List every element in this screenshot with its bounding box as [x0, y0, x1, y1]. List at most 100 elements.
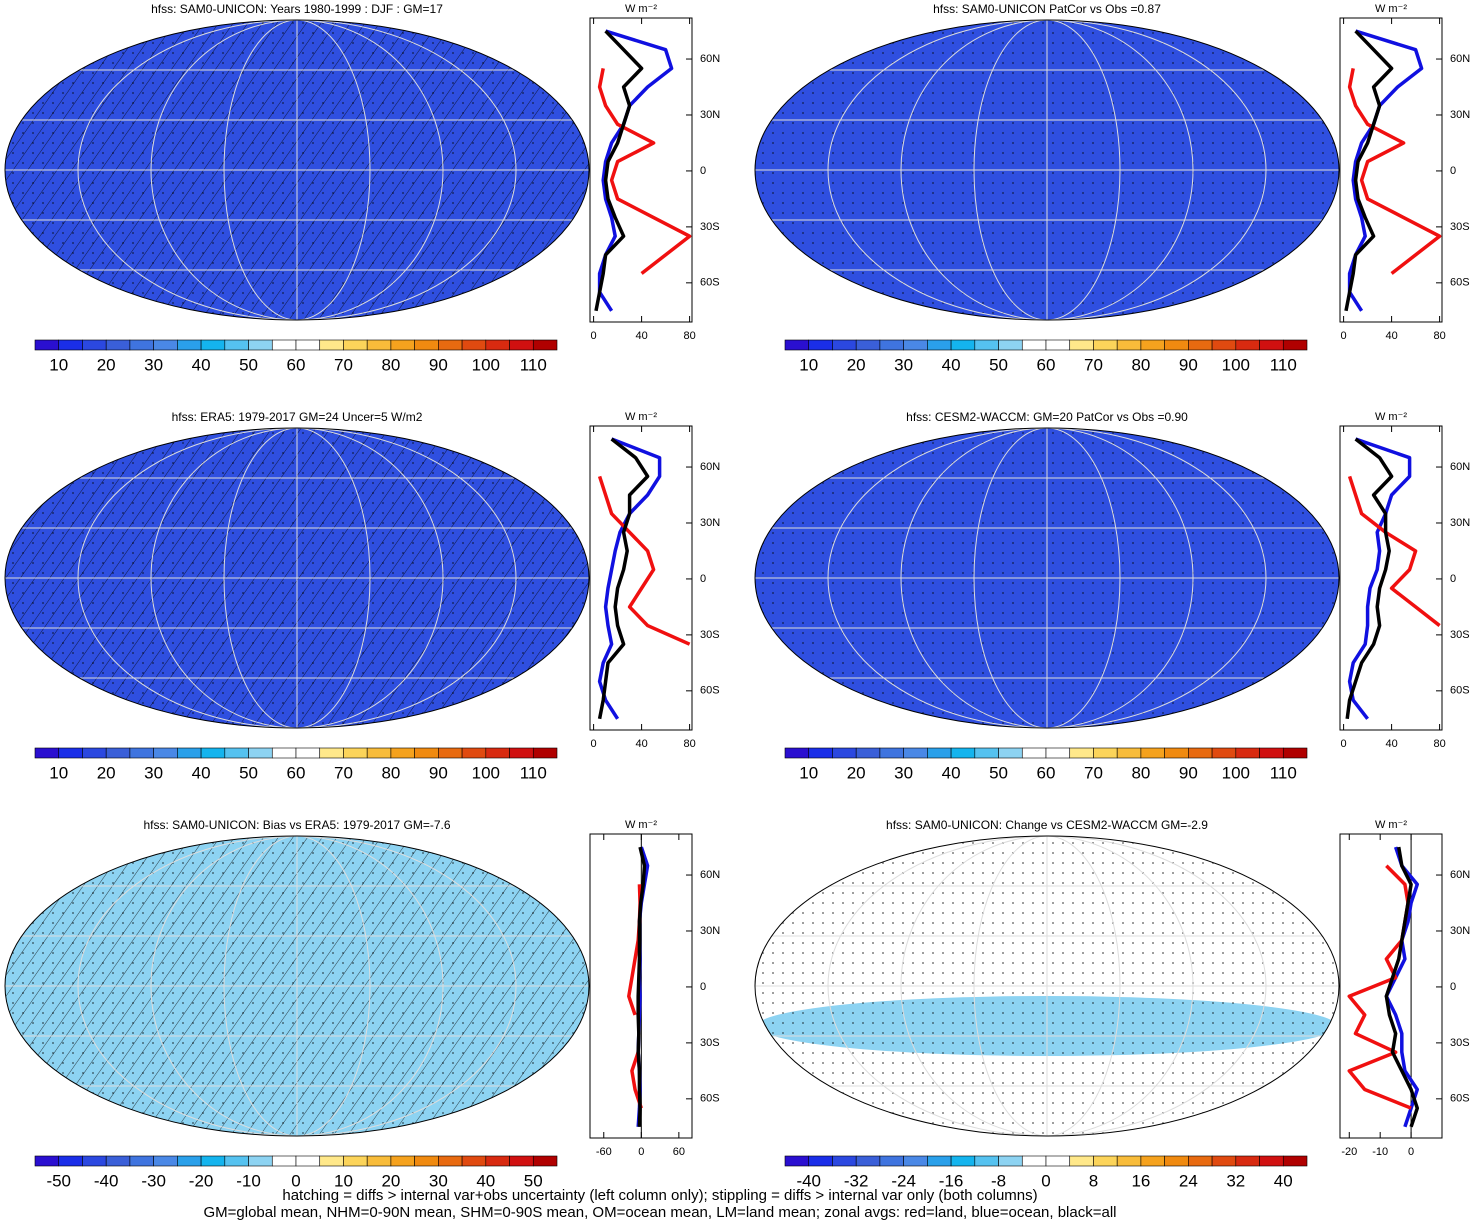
colorbar-box [129, 339, 154, 351]
zonal-line [597, 437, 662, 720]
colorbar-label: 16 [1131, 1171, 1150, 1190]
colorbar-label: 70 [334, 355, 353, 374]
colorbar-box [34, 1155, 60, 1167]
colorbar-box [1188, 1155, 1213, 1167]
colorbar-box [153, 1155, 178, 1167]
colorbar-box [319, 747, 344, 759]
colorbar-box [784, 339, 810, 351]
colorbar-box [532, 339, 558, 351]
y-tick-label: 60N [1450, 461, 1470, 473]
colorbar-box [879, 1155, 904, 1167]
colorbar-box [343, 747, 368, 759]
colorbar-box [784, 747, 810, 759]
colorbar-box [414, 339, 439, 351]
colorbar-box [927, 339, 952, 351]
zonal-unit: W m⁻² [625, 819, 657, 831]
colorbar-label: 50 [989, 763, 1008, 782]
x-tick-label: 0 [1341, 738, 1347, 750]
colorbar-box [974, 1155, 999, 1167]
zonal-unit: W m⁻² [625, 3, 657, 15]
zonal-line [1347, 437, 1412, 720]
colorbar-box [1259, 747, 1284, 759]
colorbar-box [1045, 339, 1071, 351]
colorbar-box [414, 1155, 439, 1167]
colorbar-box [950, 747, 976, 759]
colorbar-box [1164, 339, 1189, 351]
colorbar-label: -50 [46, 1171, 71, 1190]
colorbar-box [903, 1155, 928, 1167]
colorbar-label: 80 [381, 763, 400, 782]
colorbar-box [1188, 339, 1213, 351]
colorbar-box [295, 747, 321, 759]
colorbar-box [34, 747, 60, 759]
colorbar-box [1069, 339, 1094, 351]
zonal-line [597, 437, 650, 720]
y-tick-label: 30N [1450, 109, 1470, 121]
y-tick-label: 60S [700, 1093, 720, 1105]
colorbar-box [1282, 1155, 1308, 1167]
colorbar-label: -24 [891, 1171, 916, 1190]
map-border [754, 19, 1340, 321]
colorbar-box [832, 747, 857, 759]
colorbar-box [1211, 339, 1237, 351]
y-tick-label: 30S [1450, 221, 1470, 233]
zonal-unit: W m⁻² [1375, 411, 1407, 423]
colorbar-box [366, 339, 392, 351]
colorbar-box [271, 339, 297, 351]
colorbar-label: 60 [287, 355, 306, 374]
colorbar-label: 90 [1179, 355, 1198, 374]
colorbar-label: 100 [472, 763, 500, 782]
map [754, 427, 1340, 729]
colorbar-box [271, 1155, 297, 1167]
colorbar-box [129, 747, 154, 759]
zonal-unit: W m⁻² [1375, 819, 1407, 831]
x-tick-label: 0 [638, 1146, 644, 1158]
colorbar-label: 40 [1274, 1171, 1293, 1190]
x-tick-label: 0 [1341, 330, 1347, 342]
panel-title: hfss: ERA5: 1979-2017 GM=24 Uncer=5 W/m2 [172, 410, 423, 424]
colorbar-label: 20 [847, 355, 866, 374]
x-tick-label: 40 [1385, 330, 1397, 342]
colorbar-box [153, 339, 178, 351]
x-tick-label: 60 [673, 1146, 685, 1158]
y-tick-label: 30N [1450, 517, 1470, 529]
x-tick-label: 40 [635, 330, 647, 342]
colorbar-label: 10 [49, 763, 68, 782]
colorbar-label: 90 [429, 355, 448, 374]
y-tick-label: 30S [1450, 1037, 1470, 1049]
colorbar-box [1140, 339, 1165, 351]
y-tick-label: 0 [1450, 165, 1456, 177]
colorbar-box [1069, 1155, 1094, 1167]
colorbar-label: 60 [1037, 763, 1056, 782]
colorbar-box [532, 1155, 558, 1167]
y-tick-label: 0 [1450, 981, 1456, 993]
y-tick-label: 0 [700, 573, 706, 585]
colorbar-box [808, 1155, 833, 1167]
colorbar-box [1093, 747, 1118, 759]
y-tick-label: 60N [1450, 53, 1470, 65]
colorbar-label: 40 [192, 355, 211, 374]
colorbar-box [1045, 1155, 1071, 1167]
colorbar-label: 50 [239, 763, 258, 782]
colorbar-box [58, 339, 83, 351]
y-tick-label: 60S [1450, 277, 1470, 289]
colorbar-box [1093, 1155, 1118, 1167]
colorbar-label: 90 [1179, 763, 1198, 782]
map-border [4, 835, 590, 1137]
colorbar-label: -8 [991, 1171, 1006, 1190]
colorbar-box [1282, 339, 1308, 351]
colorbar-box [224, 339, 249, 351]
colorbar-box [438, 339, 463, 351]
colorbar-box [461, 1155, 487, 1167]
colorbar-box [58, 747, 83, 759]
colorbar-label: 50 [524, 1171, 543, 1190]
colorbar-box [82, 339, 107, 351]
y-tick-label: 0 [700, 165, 706, 177]
colorbar-label: 110 [520, 763, 547, 782]
colorbar-label: 80 [1131, 355, 1150, 374]
y-tick-label: 60S [700, 685, 720, 697]
y-tick-label: 60N [700, 461, 720, 473]
colorbar-box [177, 1155, 202, 1167]
colorbar-box [224, 1155, 249, 1167]
map [4, 835, 590, 1137]
